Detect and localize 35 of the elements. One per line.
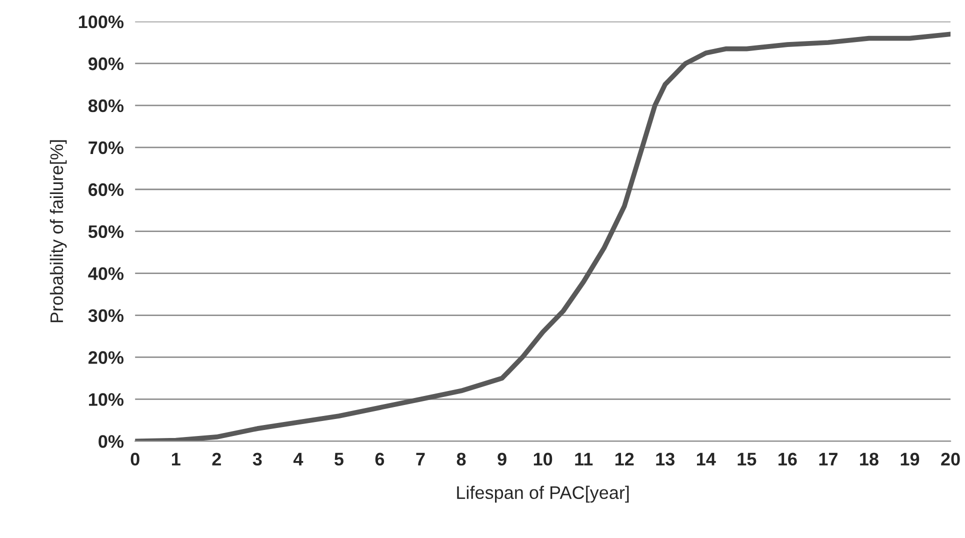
x-tick-label: 1 [172,452,180,466]
x-tick-label: 12 [615,452,634,466]
x-tick-label: 9 [498,452,506,466]
y-tick-label: 10% [88,393,124,406]
y-tick-label: 60% [88,183,124,196]
x-tick-label: 0 [130,452,140,466]
x-tick-label: 4 [293,452,304,466]
x-tick-label: 20 [941,452,960,466]
y-tick-label: 70% [88,141,124,154]
x-tick-label: 3 [252,452,262,466]
y-tick-label: 0% [98,435,124,448]
y-tick-label: 40% [88,267,124,280]
line-series [135,32,951,442]
x-tick-label: 10 [534,452,552,466]
x-tick-label: 7 [416,452,425,466]
y-tick-label: 80% [88,99,124,112]
y-axis-title: Probability of failure[%] [50,140,67,322]
x-tick-label: 11 [575,452,593,466]
x-tick-label: 8 [456,452,466,466]
x-tick-label: 17 [819,452,838,466]
x-tick-label: 2 [212,452,221,466]
x-tick-label: 5 [334,452,344,466]
y-tick-label: 50% [88,225,124,238]
y-tick-label: 90% [88,57,124,70]
x-tick-label: 15 [738,452,756,466]
x-tick-label: 13 [656,452,675,466]
x-tick-label: 19 [900,452,920,466]
y-tick-label: 100% [78,15,124,28]
x-tick-label: 14 [696,452,716,466]
y-tick-label: 30% [88,309,124,322]
x-tick-label: 16 [778,452,797,466]
x-tick-label: 6 [375,452,384,466]
x-axis-title: Lifespan of PAC[year] [457,486,629,503]
y-tick-label: 20% [88,351,124,364]
x-tick-label: 18 [860,452,878,466]
